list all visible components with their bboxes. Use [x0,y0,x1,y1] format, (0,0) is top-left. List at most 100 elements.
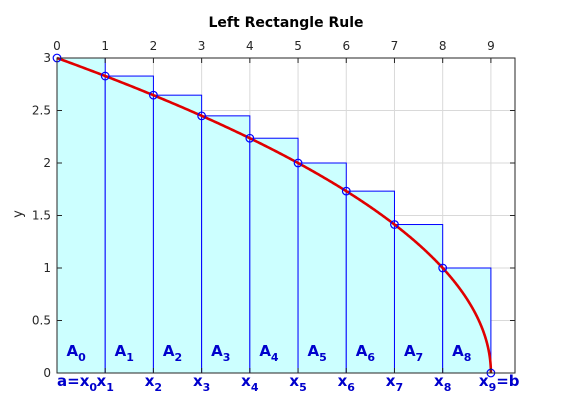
sample-point-8 [438,263,448,273]
x-annotation-5: x5 [289,372,306,394]
x-annotation-6: x6 [338,372,356,394]
sample-point-6 [341,186,351,196]
x-annotation-main: x [289,372,299,390]
sample-point-3 [197,111,207,121]
x-annotation-subscript: 7 [395,381,403,394]
x-annotation-7: x7 [386,372,403,394]
axes [56,57,516,374]
x-annotation-main: x [479,372,489,390]
x-tick-label: 0 [53,39,61,53]
y-tick-label: 0 [43,366,51,380]
sample-point-7 [390,220,399,229]
y-tick-label: 2.5 [32,104,51,118]
area-label-subscript: 4 [271,351,279,364]
x-annotation-main: x [97,372,107,390]
sample-point-2 [149,90,158,100]
rectangle-7 [393,224,444,374]
x-annotation-subscript: 2 [154,381,162,394]
area-label-subscript: 1 [126,351,134,364]
rectangles [56,57,492,374]
x-annotation-prefix: a= [57,372,80,390]
area-label-subscript: 5 [319,351,327,364]
sample-point-4 [245,133,255,143]
y-tick-label: 1.5 [32,209,51,223]
x-annotation-main: x [241,372,251,390]
area-label-5: A5 [308,342,327,364]
x-annotation-main: x [338,372,348,390]
x-annotation-9: x9=b [479,372,520,394]
x-annotation-3: x3 [193,372,210,394]
rectangle-5 [297,162,347,374]
function-curve [56,56,493,373]
area-label-main: A [308,342,320,360]
x-annotation-subscript: 6 [347,381,355,394]
x-annotation-subscript: 1 [106,381,114,394]
x-annotation-main: x [386,372,396,390]
sample-point-1 [100,71,110,81]
x-annotation-2: x2 [145,372,162,394]
rectangle-6 [345,190,395,374]
area-label-main: A [66,342,78,360]
area-label-subscript: 8 [464,351,472,364]
x-tick-label: 3 [198,39,206,53]
area-labels: A0 A1 A2 A3 A4 A5 A6 A7 A8 [66,342,471,364]
rectangle-2 [152,94,203,374]
area-label-4: A4 [259,342,279,364]
area-label-0: A0 [66,342,86,364]
x-tick-label: 2 [150,39,158,53]
chart-title: Left Rectangle Rule [209,15,364,31]
area-label-6: A6 [356,342,376,364]
x-annotation-suffix: =b [496,372,520,390]
y-tick-label: 0.5 [32,314,51,328]
x-annotation-subscript: 9 [489,381,497,394]
rectangle-3 [201,115,251,374]
x-annotation-subscript: 8 [444,381,452,394]
tick-labels: 0 1 2 3 4 5 6 7 8 9 0 0.5 1 1.5 2 2.5 3 [32,39,495,380]
area-label-main: A [356,342,368,360]
x-tick-label: 5 [294,39,302,53]
rectangle-8 [442,267,492,374]
x-annotation-0: a=x0 [57,372,97,394]
area-label-1: A1 [115,342,134,364]
x-annotation-subscript: 3 [203,381,211,394]
rectangle-1 [104,75,154,374]
x-tick-label: 1 [101,39,109,53]
area-label-subscript: 6 [367,351,375,364]
x-annotation-4: x4 [241,372,259,394]
area-label-main: A [404,342,416,360]
x-tick-label: 4 [246,39,254,53]
x-tick-label: 7 [391,39,399,53]
area-label-subscript: 3 [223,351,231,364]
area-label-main: A [163,342,175,360]
area-label-2: A2 [163,342,182,364]
area-label-subscript: 7 [416,351,424,364]
area-label-subscript: 0 [78,351,86,364]
area-label-7: A7 [404,342,423,364]
y-tick-label: 1 [43,261,51,275]
x-annotation-main: x [434,372,444,390]
x-annotation-main: x [145,372,155,390]
sample-point-5 [293,158,303,168]
x-tick-label: 9 [487,39,495,53]
rectangle-0 [56,57,106,374]
x-annotation-1: x1 [97,372,114,394]
x-annotation-subscript: 5 [299,381,307,394]
area-label-main: A [115,342,127,360]
area-label-main: A [211,342,223,360]
rectangle-4 [249,137,299,374]
y-tick-label: 2 [43,156,51,170]
area-label-3: A3 [211,342,230,364]
x-tick-label: 6 [342,39,350,53]
area-label-8: A8 [452,342,471,364]
x-annotation-subscript: 0 [89,381,97,394]
x-annotation-main: x [193,372,203,390]
y-tick-label: 3 [43,51,51,65]
y-axis-label: y [11,210,26,218]
area-label-main: A [259,342,271,360]
x-annotation-8: x8 [434,372,451,394]
x-annotation-subscript: 4 [251,381,259,394]
x-tick-label: 8 [439,39,447,53]
x-annotation-main: x [80,372,90,390]
x-annotations: a=x0 x1 x2 x3 x4 x5 x6 x7 x8 x9=b [57,372,520,394]
